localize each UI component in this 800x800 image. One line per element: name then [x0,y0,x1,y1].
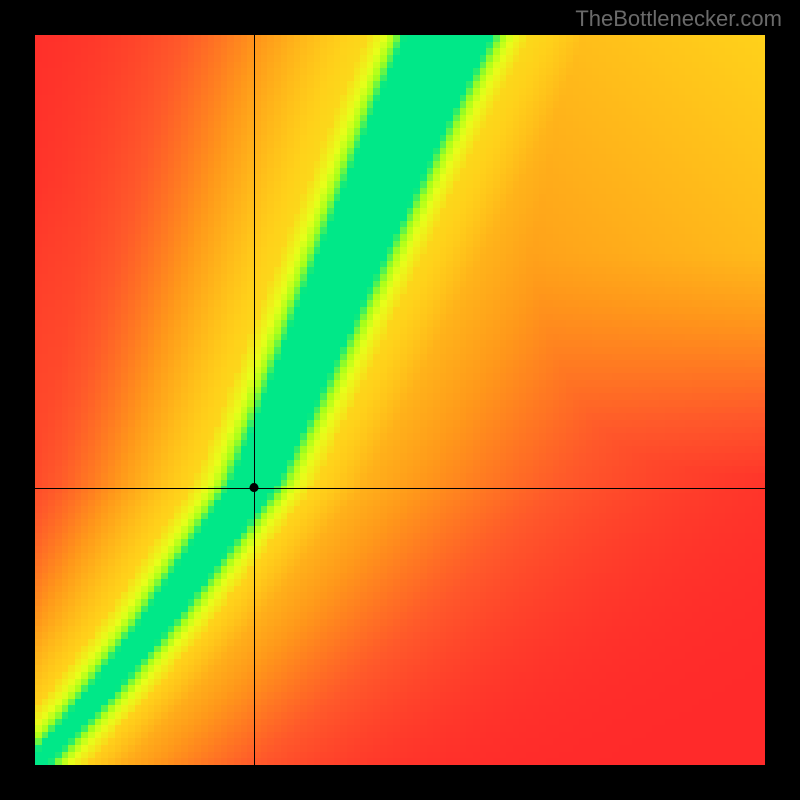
chart-container: TheBottlenecker.com [0,0,800,800]
watermark-label: TheBottlenecker.com [575,6,782,32]
bottleneck-heatmap [35,35,765,765]
